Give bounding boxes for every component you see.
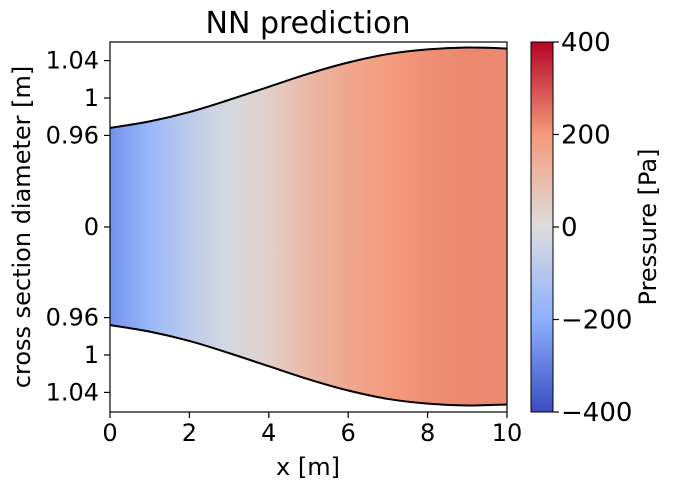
y-tick-label: 1 [84, 341, 99, 369]
x-tick-label: 4 [261, 419, 276, 447]
x-axis-label: x [m] [276, 453, 340, 481]
colorbar-tick-label: −400 [561, 398, 632, 428]
boundary-line-bottom [109, 324, 508, 407]
y-tick-label: 1 [84, 84, 99, 112]
x-tick-label: 0 [102, 419, 117, 447]
colorbar-ticks: 400 200 0 −200 −400 [553, 28, 632, 428]
x-axis-ticks: 0 2 4 6 8 10 [102, 412, 522, 447]
x-tick-label: 10 [492, 419, 523, 447]
colorbar-label: Pressure [Pa] [634, 149, 662, 306]
colorbar-tick-label: −200 [561, 306, 632, 336]
plot-area [109, 41, 508, 413]
boundary-line-top [109, 46, 508, 129]
colorbar-bar [530, 41, 554, 413]
y-axis-ticks: 1.04 1 0.96 0 0.96 1 1.04 [46, 47, 110, 406]
y-tick-label: 1.04 [46, 47, 99, 75]
x-tick-label: 8 [420, 419, 435, 447]
colorbar-tick-label: 200 [561, 121, 611, 151]
colorbar-tick-label: 400 [561, 28, 611, 58]
y-axis-label: cross section diameter [m] [8, 66, 36, 388]
pressure-field [110, 47, 507, 406]
chart-title: NN prediction [206, 6, 411, 41]
x-tick-label: 2 [182, 419, 197, 447]
y-tick-label: 0.96 [46, 121, 99, 149]
x-tick-label: 6 [341, 419, 356, 447]
colorbar-tick-label: 0 [561, 213, 578, 243]
y-tick-label: 0.96 [46, 304, 99, 332]
colorbar: 400 200 0 −200 −400 Pressure [Pa] [530, 28, 662, 428]
y-tick-label: 0 [84, 213, 99, 241]
y-tick-label: 1.04 [46, 378, 99, 406]
